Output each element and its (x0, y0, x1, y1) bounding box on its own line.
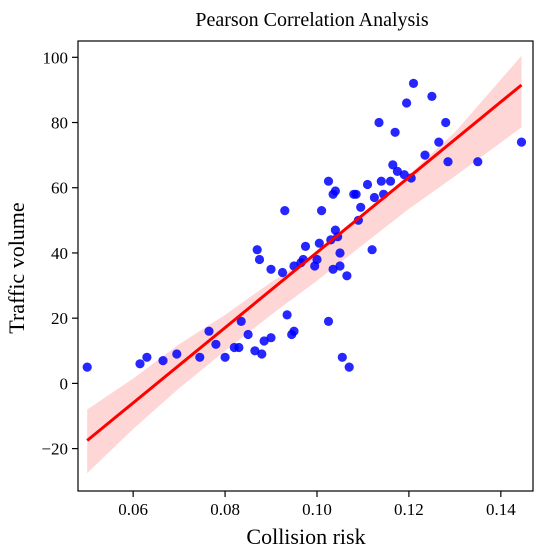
data-point (250, 346, 260, 356)
data-point (266, 333, 276, 343)
data-point (142, 352, 152, 362)
data-point (362, 179, 373, 190)
data-point (323, 316, 334, 326)
data-point (266, 264, 276, 274)
chart-title: Pearson Correlation Analysis (195, 9, 429, 31)
data-point (367, 245, 377, 255)
data-point (402, 98, 412, 108)
regression-line (86, 83, 523, 442)
data-point (234, 342, 244, 353)
data-point (158, 356, 168, 366)
data-point (172, 349, 182, 359)
data-point (441, 117, 451, 128)
data-point (289, 326, 299, 336)
data-point (277, 267, 288, 278)
plot-frame (77, 40, 534, 492)
data-point (314, 238, 324, 248)
data-point (516, 137, 527, 147)
data-point (342, 271, 352, 281)
x-tick-label: 0.06 (118, 500, 148, 519)
data-point (374, 117, 384, 128)
x-axis: 0.06 0.08 0.10 0.12 0.14 (118, 491, 516, 519)
data-point (220, 352, 230, 362)
y-axis: −20 0 20 40 60 80 100 (41, 48, 78, 459)
data-point (443, 157, 453, 167)
data-point (335, 248, 345, 258)
data-point (204, 326, 214, 336)
data-point (335, 261, 345, 271)
data-point (376, 176, 386, 186)
data-point (330, 186, 340, 196)
data-point (300, 241, 311, 251)
x-tick-label: 0.10 (302, 500, 332, 519)
data-point (399, 170, 409, 180)
plot-area (77, 40, 534, 492)
data-point (369, 192, 379, 203)
x-tick-label: 0.12 (394, 500, 424, 519)
data-point (392, 166, 402, 176)
data-point (356, 202, 366, 212)
data-point (420, 150, 430, 160)
data-point (390, 127, 400, 137)
data-point (135, 359, 145, 369)
data-point (323, 176, 334, 186)
y-tick-label: 40 (51, 244, 68, 263)
x-axis-title: Collision risk (246, 524, 365, 549)
data-point (344, 362, 354, 372)
y-tick-label: −20 (41, 440, 68, 459)
y-tick-label: 80 (51, 114, 68, 133)
data-point (337, 352, 347, 362)
data-point (82, 362, 92, 372)
data-point (280, 206, 290, 216)
data-point (243, 329, 253, 340)
y-tick-label: 0 (60, 374, 69, 393)
y-tick-label: 60 (51, 179, 68, 198)
data-point (211, 339, 221, 349)
data-point (427, 91, 437, 101)
data-point (351, 189, 361, 199)
data-point (254, 254, 265, 265)
data-point (473, 157, 483, 167)
x-tick-label: 0.14 (486, 500, 516, 519)
data-point (282, 310, 292, 320)
data-point (236, 316, 246, 326)
data-point (388, 160, 398, 170)
scatter-points (82, 78, 527, 372)
y-axis-title: Traffic volume (4, 202, 29, 333)
data-point (252, 245, 262, 255)
data-point (385, 176, 396, 186)
y-tick-label: 100 (43, 48, 69, 67)
x-tick-label: 0.08 (210, 500, 240, 519)
y-tick-label: 20 (51, 309, 68, 328)
data-point (328, 264, 338, 274)
data-point (312, 254, 322, 265)
data-point (195, 352, 205, 362)
data-point (317, 206, 327, 216)
data-point (257, 349, 267, 359)
data-point (434, 137, 444, 147)
data-point (259, 336, 269, 346)
data-point (408, 78, 419, 88)
